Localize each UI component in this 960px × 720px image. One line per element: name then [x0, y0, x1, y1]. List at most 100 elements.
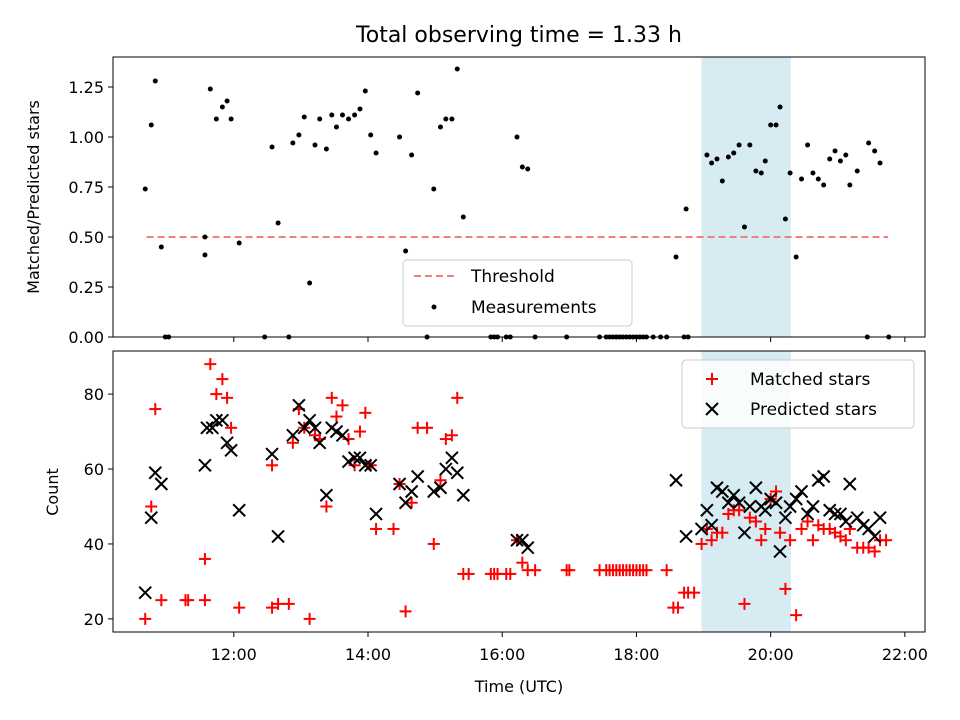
bottom-legend-box: [681, 359, 915, 429]
measurement-point: [415, 90, 421, 96]
matched-star-point: [743, 511, 756, 524]
matched-star-point: [640, 564, 653, 577]
matched-star-point: [320, 500, 333, 513]
matched-star-point: [405, 496, 418, 509]
matched-star-point: [370, 522, 383, 535]
matched-star-point: [770, 485, 783, 498]
matched-star-point: [660, 564, 673, 577]
predicted-star-point: [358, 458, 373, 472]
measurement-point: [793, 254, 799, 260]
predicted-star-point: [816, 469, 831, 484]
legend-predicted-label: Predicted stars: [750, 400, 877, 420]
predicted-star-point: [363, 458, 378, 472]
measurement-point: [753, 168, 759, 174]
legend-threshold-label: Threshold: [470, 267, 555, 287]
top-y-ticks: 0.00 0.25 0.50 0.75 1.00 1.25: [68, 78, 113, 347]
matched-star-point: [784, 534, 797, 547]
measurement-point: [148, 122, 154, 128]
matched-star-point: [806, 534, 819, 547]
matched-star-point: [399, 605, 412, 618]
measurement-point: [877, 160, 883, 166]
matched-star-point: [434, 474, 447, 487]
matched-star-point: [427, 537, 440, 550]
matched-star-point: [266, 459, 279, 472]
predicted-star-point: [715, 484, 730, 499]
matched-star-point: [325, 391, 338, 404]
predicted-star-point: [843, 477, 857, 491]
predicted-star-point: [727, 488, 741, 502]
measurement-point: [747, 142, 753, 148]
matched-star-point: [439, 433, 452, 446]
measurement-point: [731, 150, 737, 156]
matched-star-point: [529, 564, 542, 577]
predicted-star-point: [335, 428, 350, 443]
matched-star-point: [868, 545, 881, 558]
measurement-point: [704, 152, 710, 158]
measurement-point: [301, 114, 307, 120]
matched-star-point: [330, 410, 343, 423]
measurement-point: [777, 104, 783, 110]
measurement-point: [449, 116, 455, 122]
legend-predicted-swatch: [705, 402, 719, 416]
measurement-point: [514, 134, 520, 140]
predicted-star-point: [329, 424, 344, 439]
matched-star-point: [303, 612, 316, 625]
matched-star-point: [688, 586, 701, 599]
matched-star-point: [233, 601, 246, 614]
measurement-point: [815, 176, 821, 182]
predicted-star-point: [439, 462, 453, 476]
measurement-point: [519, 164, 525, 170]
measurement-point: [158, 244, 164, 250]
predicted-star-point: [732, 496, 746, 510]
predicted-star-point: [224, 443, 238, 457]
measurement-point: [346, 116, 352, 122]
top-panel: 0.00 0.25 0.50 0.75 1.00 1.25 Total observing…: [24, 23, 926, 347]
predicted-star-point: [200, 421, 214, 435]
measurement-point: [373, 150, 379, 156]
predicted-star-point: [232, 503, 246, 517]
predicted-star-point: [769, 496, 783, 510]
predicted-star-point: [758, 503, 772, 517]
predicted-star-point: [778, 511, 793, 525]
predicted-star-point: [205, 421, 220, 435]
predicted-star-point: [873, 511, 887, 525]
measurement-point: [719, 178, 725, 184]
predicted-star-point: [220, 436, 234, 450]
measurement-point: [142, 186, 148, 192]
measurement-point: [714, 156, 720, 162]
measurement-point: [431, 186, 437, 192]
measurement-point: [340, 112, 346, 118]
measurement-point: [843, 152, 849, 158]
matched-star-point: [516, 556, 529, 569]
predicted-star-point: [806, 499, 820, 514]
predicted-star-point: [427, 484, 441, 499]
matched-star-point: [749, 515, 762, 528]
matched-star-point: [155, 594, 168, 607]
measurement-point: [202, 252, 208, 258]
bottom-x-tick-label: 20:00: [748, 645, 794, 664]
measurement-point: [872, 148, 878, 154]
matched-star-point: [342, 433, 355, 446]
matched-star-point: [387, 522, 400, 535]
measurement-point: [768, 122, 774, 128]
predicted-star-point: [198, 458, 212, 472]
predicted-star-point: [308, 421, 322, 435]
predicted-star-point: [721, 496, 736, 510]
predicted-star-point: [154, 477, 169, 491]
measurement-point: [368, 132, 374, 138]
matched-star-point: [353, 425, 366, 438]
predicted-star-point: [679, 529, 693, 544]
predicted-star-point: [410, 469, 425, 484]
predicted-star-point: [828, 507, 842, 521]
measurement-point: [799, 176, 805, 182]
top-y-tick-label: 0.25: [68, 278, 104, 297]
top-axes-frame: [112, 56, 926, 338]
matched-star-point: [774, 526, 787, 539]
bottom-y-tick-label: 80: [84, 385, 104, 404]
predicted-star-point: [783, 499, 797, 514]
top-y-tick-label: 0.50: [68, 228, 104, 247]
legend-matched-swatch: [706, 373, 718, 385]
measurement-point: [317, 116, 323, 122]
predicted-star-point: [398, 496, 413, 510]
measurement-point: [709, 160, 715, 166]
